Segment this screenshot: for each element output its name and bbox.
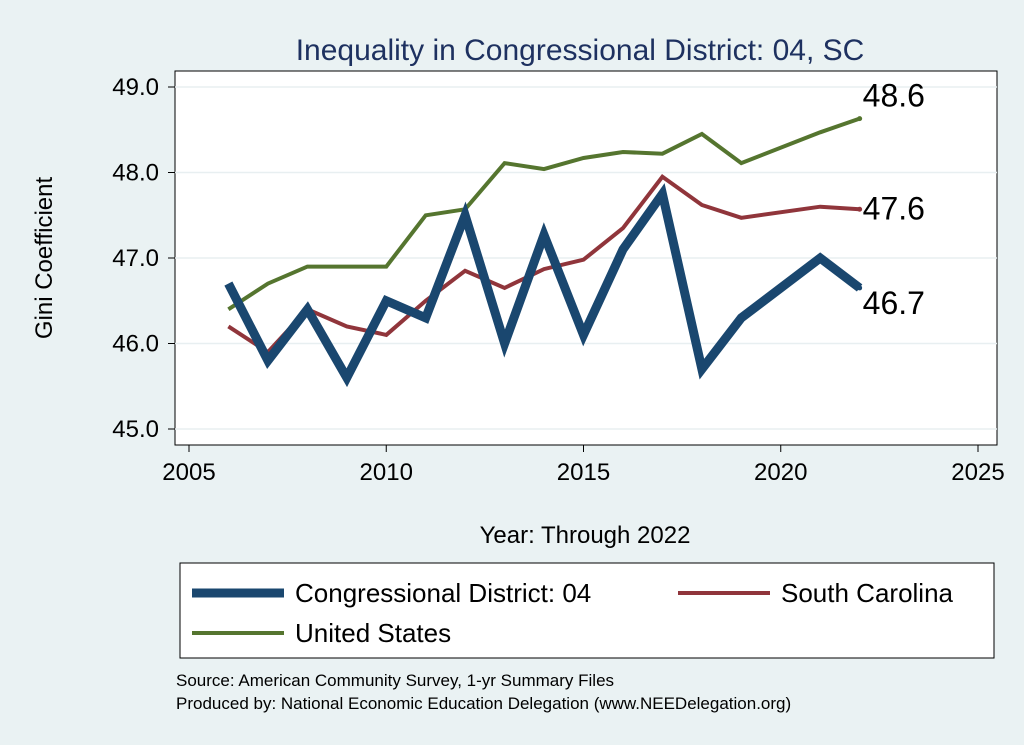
legend-item: Congressional District: 04 xyxy=(192,578,591,608)
y-tick-label: 49.0 xyxy=(112,74,159,101)
legend: Congressional District: 04 South Carolina… xyxy=(192,578,954,648)
source-line-2: Produced by: National Economic Education… xyxy=(176,694,791,713)
x-tick-label: 2005 xyxy=(162,459,215,486)
y-axis-title: Gini Coefficient xyxy=(31,177,58,340)
end-labels: 46.7 47.6 48.6 xyxy=(863,78,925,321)
source-line-1: Source: American Community Survey, 1-yr … xyxy=(176,671,614,690)
x-axis-title: Year: Through 2022 xyxy=(480,522,691,549)
x-tick-label: 2020 xyxy=(754,459,807,486)
legend-item: South Carolina xyxy=(678,578,954,608)
series-end-point xyxy=(857,206,863,212)
y-tick-label: 47.0 xyxy=(112,245,159,272)
end-value-label: 47.6 xyxy=(863,190,925,226)
legend-box xyxy=(179,562,995,659)
x-tick-label: 2015 xyxy=(557,459,610,486)
series-line-0 xyxy=(224,183,863,388)
chart-title: Inequality in Congressional District: 04… xyxy=(296,34,865,67)
legend-item: United States xyxy=(192,618,451,648)
series-end-point xyxy=(857,285,863,291)
legend-label: Congressional District: 04 xyxy=(295,578,591,608)
y-tick-label: 48.0 xyxy=(112,160,159,187)
gridlines xyxy=(175,86,997,430)
y-tick-label: 45.0 xyxy=(112,416,159,443)
y-tick-label: 46.0 xyxy=(112,331,159,358)
axes: 45.0 46.0 47.0 48.0 49.0 2005 2010 2015 2020 2025 xyxy=(112,74,1004,486)
x-tick-label: 2010 xyxy=(360,459,413,486)
series-line-2 xyxy=(227,116,861,311)
series-end-point xyxy=(857,116,863,122)
legend-label: South Carolina xyxy=(781,578,954,608)
legend-label: United States xyxy=(295,618,451,648)
x-tick-label: 2025 xyxy=(951,459,1004,486)
end-value-label: 46.7 xyxy=(863,285,925,321)
end-value-label: 48.6 xyxy=(863,78,925,114)
series-lines xyxy=(224,116,863,388)
